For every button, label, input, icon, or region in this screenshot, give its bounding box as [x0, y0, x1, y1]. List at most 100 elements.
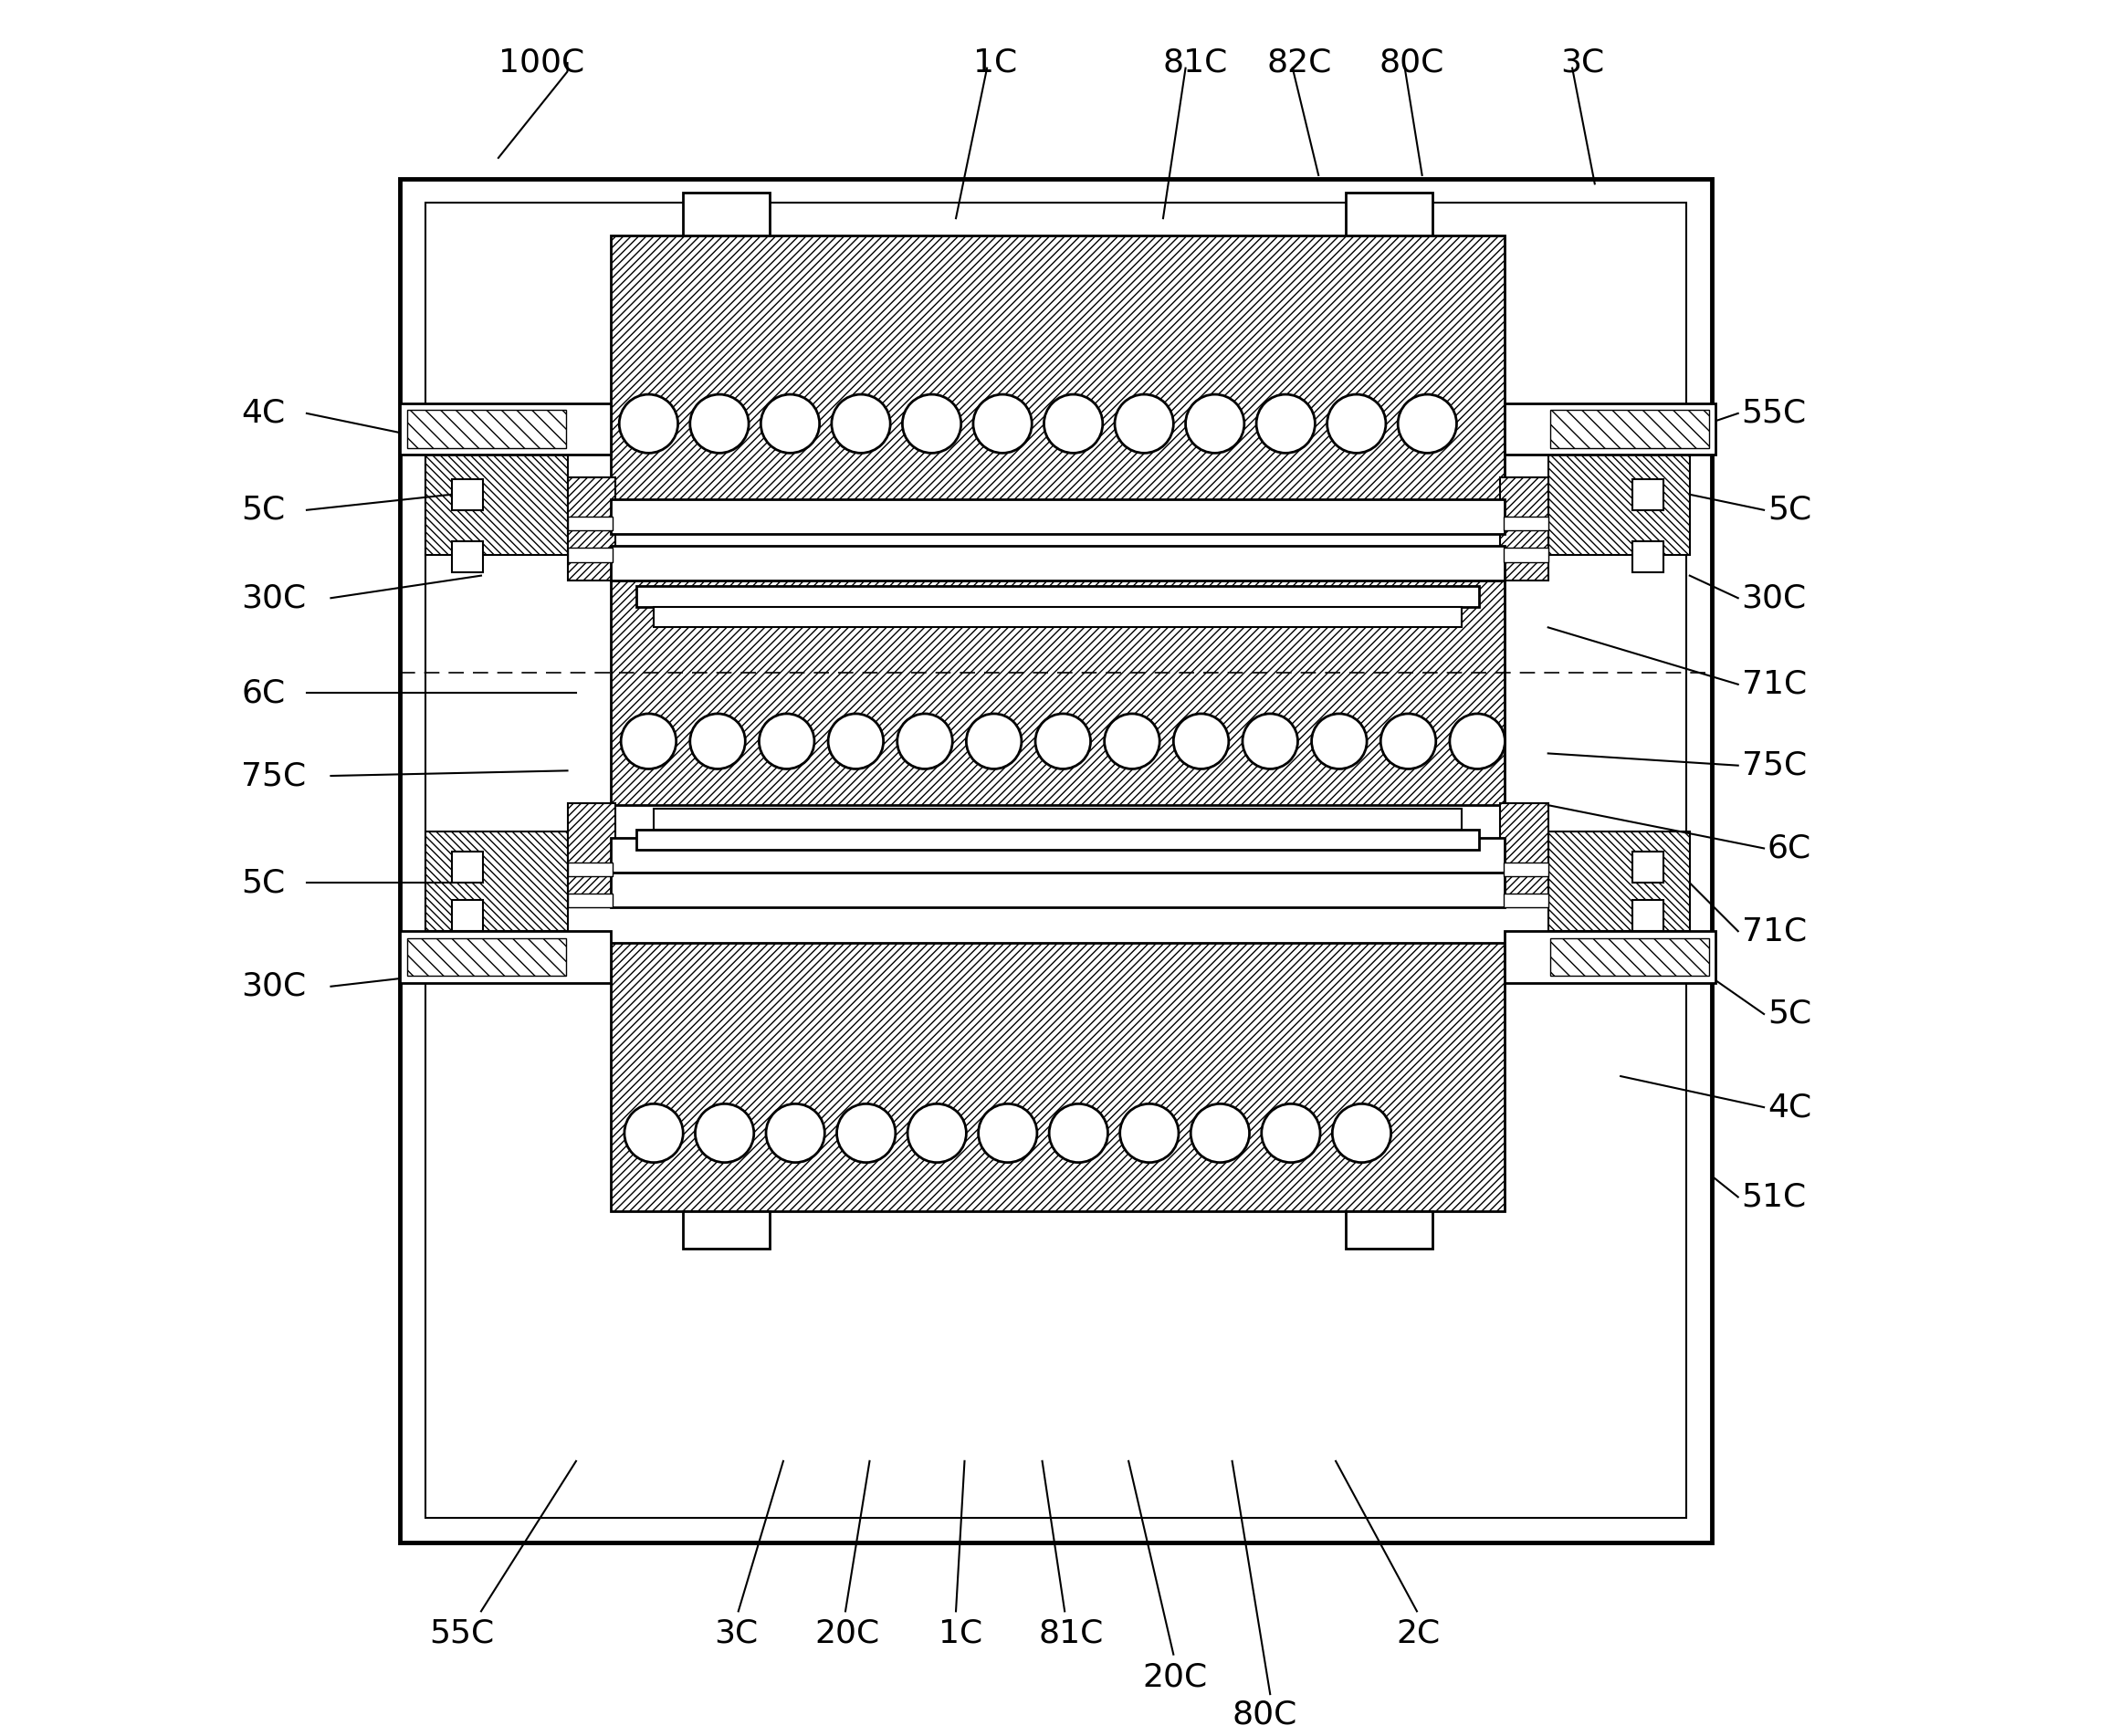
Bar	[400, 403, 610, 455]
Bar	[568, 517, 612, 531]
Bar	[426, 203, 1687, 1517]
Circle shape	[1261, 1104, 1320, 1163]
Bar	[451, 542, 483, 573]
Text: 51C: 51C	[1742, 1182, 1808, 1212]
Circle shape	[903, 394, 962, 453]
Text: 75C: 75C	[1742, 750, 1808, 781]
Bar	[451, 479, 483, 510]
Bar	[451, 899, 483, 930]
Text: 1C: 1C	[939, 1618, 983, 1649]
Circle shape	[973, 394, 1032, 453]
Circle shape	[625, 1104, 682, 1163]
Bar	[1504, 930, 1716, 983]
Bar	[682, 1210, 769, 1248]
Bar	[1549, 455, 1689, 556]
Bar	[400, 930, 610, 983]
Text: 100C: 100C	[498, 47, 585, 78]
Circle shape	[621, 713, 676, 769]
Text: 81C: 81C	[1038, 1618, 1104, 1649]
Text: 5C: 5C	[1767, 495, 1812, 526]
Circle shape	[759, 713, 814, 769]
Bar	[1502, 863, 1549, 877]
Bar	[682, 193, 769, 236]
Bar	[610, 236, 1504, 503]
Text: 6C: 6C	[242, 677, 286, 708]
Circle shape	[831, 394, 890, 453]
Text: 82C: 82C	[1267, 47, 1333, 78]
Text: 30C: 30C	[242, 583, 305, 613]
Bar	[1346, 193, 1432, 236]
Bar	[1346, 1210, 1432, 1248]
Bar	[1502, 517, 1549, 531]
Text: 3C: 3C	[714, 1618, 759, 1649]
Bar	[407, 937, 566, 976]
Circle shape	[837, 1104, 896, 1163]
Circle shape	[619, 394, 678, 453]
Text: 1C: 1C	[973, 47, 1017, 78]
Bar	[655, 606, 1462, 627]
Bar	[1634, 852, 1663, 884]
Bar	[568, 863, 612, 877]
Text: 5C: 5C	[242, 868, 286, 898]
Circle shape	[1333, 1104, 1390, 1163]
Bar	[610, 838, 1504, 873]
Text: 3C: 3C	[1560, 47, 1604, 78]
Text: 4C: 4C	[242, 398, 286, 429]
Circle shape	[1242, 713, 1297, 769]
Bar	[1504, 403, 1716, 455]
Text: 5C: 5C	[1767, 998, 1812, 1029]
Bar	[568, 549, 612, 562]
Circle shape	[1115, 394, 1174, 453]
Circle shape	[1121, 1104, 1178, 1163]
Circle shape	[1036, 713, 1091, 769]
Circle shape	[1185, 394, 1244, 453]
Bar	[568, 894, 612, 906]
Text: 2C: 2C	[1396, 1618, 1441, 1649]
Circle shape	[1191, 1104, 1250, 1163]
Bar	[1549, 832, 1689, 930]
Bar	[1549, 410, 1708, 448]
Bar	[1634, 479, 1663, 510]
Bar	[636, 830, 1479, 851]
Circle shape	[765, 1104, 824, 1163]
Bar	[568, 804, 617, 906]
Circle shape	[691, 713, 746, 769]
Text: 55C: 55C	[430, 1618, 494, 1649]
Bar	[426, 455, 568, 556]
Text: 20C: 20C	[814, 1618, 879, 1649]
Circle shape	[695, 1104, 754, 1163]
Circle shape	[979, 1104, 1036, 1163]
Bar	[610, 500, 1504, 535]
Circle shape	[691, 394, 748, 453]
Bar	[407, 410, 566, 448]
Bar	[1549, 937, 1708, 976]
Circle shape	[1257, 394, 1316, 453]
Bar	[451, 852, 483, 884]
Bar	[426, 832, 568, 930]
Bar	[610, 873, 1504, 906]
Bar	[1500, 477, 1549, 582]
Bar	[1634, 542, 1663, 573]
Circle shape	[829, 713, 884, 769]
Circle shape	[1449, 713, 1504, 769]
Bar	[636, 587, 1479, 606]
Bar	[1502, 549, 1549, 562]
Circle shape	[1326, 394, 1386, 453]
Text: 4C: 4C	[1767, 1092, 1812, 1123]
Bar	[1502, 894, 1549, 906]
Bar	[1500, 804, 1549, 906]
Circle shape	[1045, 394, 1102, 453]
Bar	[400, 179, 1712, 1542]
Circle shape	[1399, 394, 1456, 453]
Text: 81C: 81C	[1163, 47, 1229, 78]
Text: 5C: 5C	[242, 495, 286, 526]
Bar	[610, 943, 1504, 1210]
Circle shape	[761, 394, 820, 453]
Text: 30C: 30C	[1742, 583, 1808, 613]
Text: 55C: 55C	[1742, 398, 1808, 429]
Bar	[1634, 899, 1663, 930]
Bar	[568, 477, 617, 582]
Circle shape	[1174, 713, 1229, 769]
Text: 71C: 71C	[1742, 915, 1808, 946]
Bar	[610, 582, 1504, 806]
